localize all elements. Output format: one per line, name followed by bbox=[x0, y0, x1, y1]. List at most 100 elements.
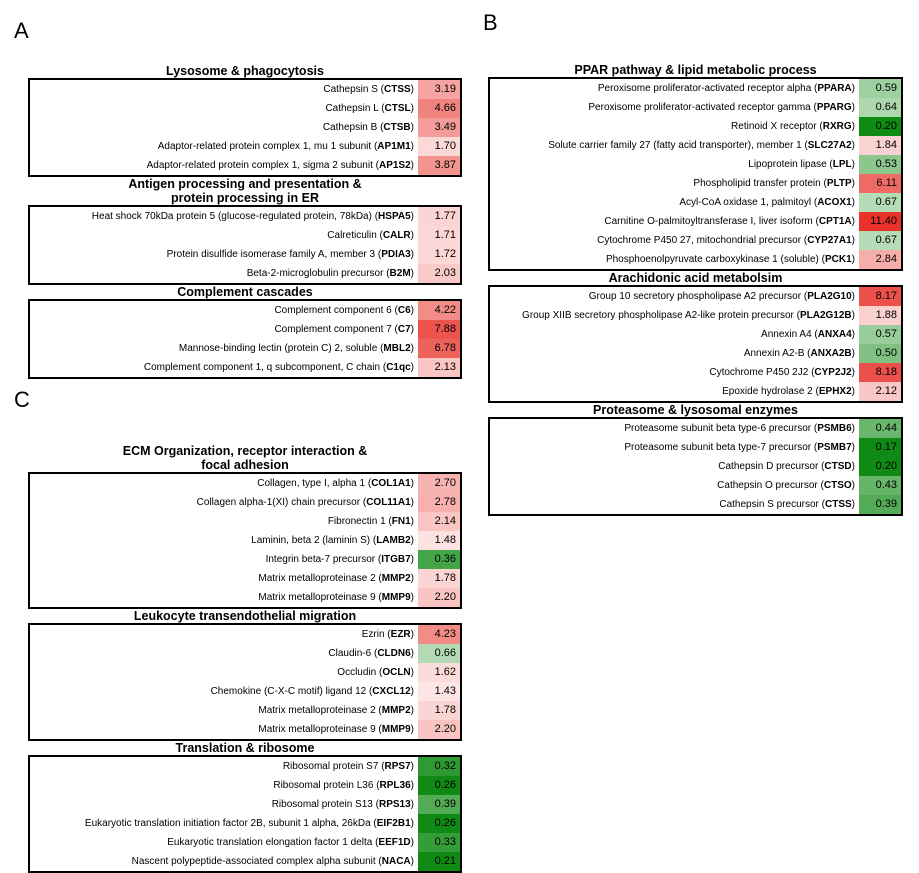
gene-label: Laminin, beta 2 (laminin S) (LAMB2) bbox=[30, 531, 418, 550]
fold-change-value: 1.70 bbox=[418, 137, 460, 156]
fold-change-value: 0.20 bbox=[859, 457, 901, 476]
gene-description: Matrix metalloproteinase 2 ( bbox=[258, 573, 382, 584]
fold-change-value: 8.17 bbox=[859, 287, 901, 306]
fold-change-value: 1.77 bbox=[418, 207, 460, 226]
table-row: Eukaryotic translation initiation factor… bbox=[30, 814, 460, 833]
fold-change-value: 2.14 bbox=[418, 512, 460, 531]
gene-symbol: PSMB7 bbox=[817, 442, 852, 453]
gene-description: Lipoprotein lipase ( bbox=[748, 159, 833, 170]
gene-description: Ribosomal protein S7 ( bbox=[282, 761, 385, 772]
gene-label: Complement component 7 (C7) bbox=[30, 320, 418, 339]
gene-label: Matrix metalloproteinase 9 (MMP9) bbox=[30, 588, 418, 607]
gene-label: Ribosomal protein S13 (RPS13) bbox=[30, 795, 418, 814]
table-row: Chemokine (C-X-C motif) ligand 12 (CXCL1… bbox=[30, 682, 460, 701]
fold-change-value: 0.44 bbox=[859, 419, 901, 438]
table-row: Cathepsin S precursor (CTSS) 0.39 bbox=[490, 495, 901, 514]
pathway-section: Leukocyte transendothelial migration Ezri… bbox=[28, 609, 462, 741]
table-row: Acyl-CoA oxidase 1, palmitoyl (ACOX1) 0.6… bbox=[490, 193, 901, 212]
gene-symbol: PLA2G10 bbox=[807, 291, 852, 302]
closing-paren: ) bbox=[410, 84, 414, 95]
gene-description: Matrix metalloproteinase 9 ( bbox=[258, 724, 382, 735]
gene-symbol: COL11A1 bbox=[366, 497, 411, 508]
gene-label: Solute carrier family 27 (fatty acid tra… bbox=[490, 136, 859, 155]
closing-paren: ) bbox=[851, 348, 855, 359]
fold-change-value: 1.43 bbox=[418, 682, 460, 701]
table-row: Proteasome subunit beta type-7 precursor… bbox=[490, 438, 901, 457]
gene-description: Acyl-CoA oxidase 1, palmitoyl ( bbox=[679, 197, 818, 208]
gene-symbol: PPARG bbox=[816, 102, 852, 113]
fold-change-value: 0.50 bbox=[859, 344, 901, 363]
closing-paren: ) bbox=[410, 799, 414, 810]
table-row: Cathepsin B (CTSB) 3.49 bbox=[30, 118, 460, 137]
pathway-section: Proteasome & lysosomal enzymes Proteasome… bbox=[488, 403, 903, 516]
fold-change-value: 0.57 bbox=[859, 325, 901, 344]
gene-label: Collagen alpha-1(XI) chain precursor (CO… bbox=[30, 493, 418, 512]
gene-description: Laminin, beta 2 (laminin S) ( bbox=[251, 535, 377, 546]
table-row: Collagen, type I, alpha 1 (COL1A1) 2.70 bbox=[30, 474, 460, 493]
table-row: Calreticulin (CALR) 1.71 bbox=[30, 226, 460, 245]
table-row: Peroxisome proliferator-activated recept… bbox=[490, 98, 901, 117]
fold-change-value: 6.78 bbox=[418, 339, 460, 358]
gene-description: Beta-2-microglobulin precursor ( bbox=[246, 268, 390, 279]
fold-change-value: 0.32 bbox=[418, 757, 460, 776]
gene-label: Epoxide hydrolase 2 (EPHX2) bbox=[490, 382, 859, 401]
closing-paren: ) bbox=[410, 211, 414, 222]
closing-paren: ) bbox=[410, 573, 414, 584]
gene-description: Peroxisome proliferator-activated recept… bbox=[588, 102, 817, 113]
pathway-section: Arachidonic acid metabolsim Group 10 secr… bbox=[488, 271, 903, 403]
gene-label: Heat shock 70kDa protein 5 (glucose-regu… bbox=[30, 207, 418, 226]
table-row: Cytochrome P450 27, mitochondrial precur… bbox=[490, 231, 901, 250]
fold-change-value: 0.53 bbox=[859, 155, 901, 174]
gene-label: Peroxisome proliferator-activated recept… bbox=[490, 79, 859, 98]
closing-paren: ) bbox=[410, 837, 414, 848]
closing-paren: ) bbox=[410, 305, 414, 316]
gene-symbol: EZR bbox=[390, 629, 411, 640]
table-row: Eukaryotic translation elongation factor… bbox=[30, 833, 460, 852]
fold-change-value: 1.72 bbox=[418, 245, 460, 264]
closing-paren: ) bbox=[410, 230, 414, 241]
fold-change-value: 0.66 bbox=[418, 644, 460, 663]
gene-description: Cathepsin L ( bbox=[325, 103, 385, 114]
gene-label: Collagen, type I, alpha 1 (COL1A1) bbox=[30, 474, 418, 493]
gene-description: Ribosomal protein S13 ( bbox=[271, 799, 379, 810]
gene-description: Claudin-6 ( bbox=[328, 648, 378, 659]
gene-table: Ribosomal protein S7 (RPS7) 0.32 Ribosomal… bbox=[28, 755, 462, 873]
fold-change-value: 0.43 bbox=[859, 476, 901, 495]
gene-label: Ribosomal protein L36 (RPL36) bbox=[30, 776, 418, 795]
closing-paren: ) bbox=[851, 310, 855, 321]
closing-paren: ) bbox=[410, 535, 414, 546]
gene-description: Protein disulfide isomerase family A, me… bbox=[166, 249, 382, 260]
closing-paren: ) bbox=[410, 497, 414, 508]
gene-symbol: SLC27A2 bbox=[807, 140, 852, 151]
gene-symbol: CTSS bbox=[824, 499, 852, 510]
gene-label: Retinoid X receptor (RXRG) bbox=[490, 117, 859, 136]
section-title: Translation & ribosome bbox=[175, 741, 315, 755]
table-row: Cytochrome P450 2J2 (CYP2J2) 8.18 bbox=[490, 363, 901, 382]
fold-change-value: 2.20 bbox=[418, 588, 460, 607]
closing-paren: ) bbox=[410, 648, 414, 659]
closing-paren: ) bbox=[410, 761, 414, 772]
table-row: Solute carrier family 27 (fatty acid tra… bbox=[490, 136, 901, 155]
fold-change-value: 1.84 bbox=[859, 136, 901, 155]
gene-label: Peroxisome proliferator-activated recept… bbox=[490, 98, 859, 117]
closing-paren: ) bbox=[410, 103, 414, 114]
gene-label: Eukaryotic translation elongation factor… bbox=[30, 833, 418, 852]
gene-description: Fibronectin 1 ( bbox=[327, 516, 392, 527]
gene-description: Peroxisome proliferator-activated recept… bbox=[597, 83, 818, 94]
gene-symbol: EIF2B1 bbox=[376, 818, 411, 829]
gene-label: Cathepsin D precursor (CTSD) bbox=[490, 457, 859, 476]
fold-change-value: 2.20 bbox=[418, 720, 460, 739]
gene-label: Matrix metalloproteinase 2 (MMP2) bbox=[30, 569, 418, 588]
gene-label: Integrin beta-7 precursor (ITGB7) bbox=[30, 550, 418, 569]
fold-change-value: 2.84 bbox=[859, 250, 901, 269]
gene-symbol: PLA2G12B bbox=[799, 310, 852, 321]
fold-change-value: 3.19 bbox=[418, 80, 460, 99]
gene-label: Cytochrome P450 27, mitochondrial precur… bbox=[490, 231, 859, 250]
table-row: Cathepsin L (CTSL) 4.66 bbox=[30, 99, 460, 118]
table-row: Ribosomal protein L36 (RPL36) 0.26 bbox=[30, 776, 460, 795]
gene-description: Mannose-binding lectin (protein C) 2, so… bbox=[178, 343, 384, 354]
gene-description: Eukaryotic translation elongation factor… bbox=[167, 837, 379, 848]
gene-symbol: RPS7 bbox=[384, 761, 411, 772]
gene-label: Cathepsin B (CTSB) bbox=[30, 118, 418, 137]
table-row: Group 10 secretory phospholipase A2 prec… bbox=[490, 287, 901, 306]
